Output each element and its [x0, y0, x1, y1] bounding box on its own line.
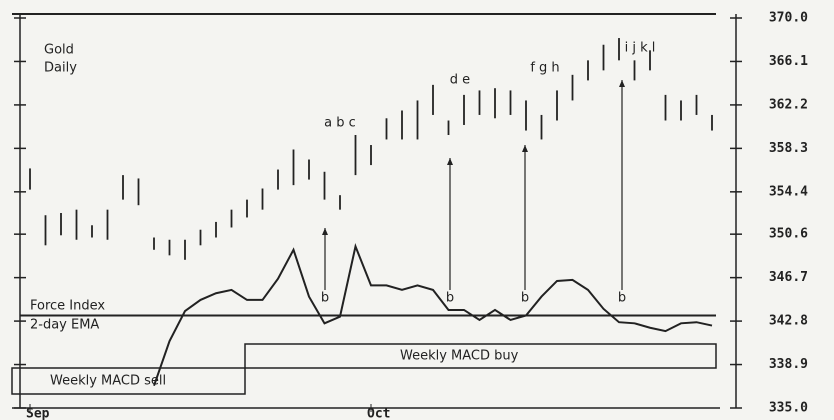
- y-tick-label: 346.7: [769, 270, 808, 285]
- annotation: b: [521, 291, 529, 306]
- force-index-line: [153, 243, 713, 387]
- macd-box: [11, 367, 246, 395]
- annotation: i j k l: [625, 41, 656, 56]
- annotation: b: [321, 291, 329, 306]
- annotation: b: [446, 291, 454, 306]
- annotation: b: [618, 291, 626, 306]
- title-line: Daily: [44, 61, 77, 76]
- arrow-head: [619, 80, 625, 87]
- annotation: f g h: [530, 61, 559, 76]
- y-tick-label: 362.2: [769, 97, 808, 112]
- y-tick-label: 370.0: [769, 11, 808, 26]
- x-tick-label: Oct: [367, 407, 390, 420]
- arrow-head: [322, 228, 328, 235]
- y-tick-label: 350.6: [769, 227, 808, 242]
- title-line: Gold: [44, 43, 74, 58]
- y-tick-label: 354.4: [769, 184, 808, 199]
- indicator-label: Force Index: [30, 299, 105, 314]
- y-tick-label: 342.8: [769, 314, 808, 329]
- y-tick-label: 366.1: [769, 54, 808, 69]
- macd-box: [244, 343, 717, 369]
- arrow-head: [447, 158, 453, 165]
- macd-label: Weekly MACD sell: [50, 374, 166, 389]
- y-tick-label: 338.9: [769, 357, 808, 372]
- macd-label: Weekly MACD buy: [400, 349, 519, 364]
- annotation: d e: [450, 73, 470, 88]
- annotation: a b c: [324, 116, 356, 131]
- y-tick-label: 335.0: [769, 401, 808, 416]
- indicator-label: 2-day EMA: [30, 318, 99, 333]
- x-tick-label: Sep: [26, 407, 50, 420]
- y-tick-label: 358.3: [769, 141, 808, 156]
- arrow-head: [522, 145, 528, 152]
